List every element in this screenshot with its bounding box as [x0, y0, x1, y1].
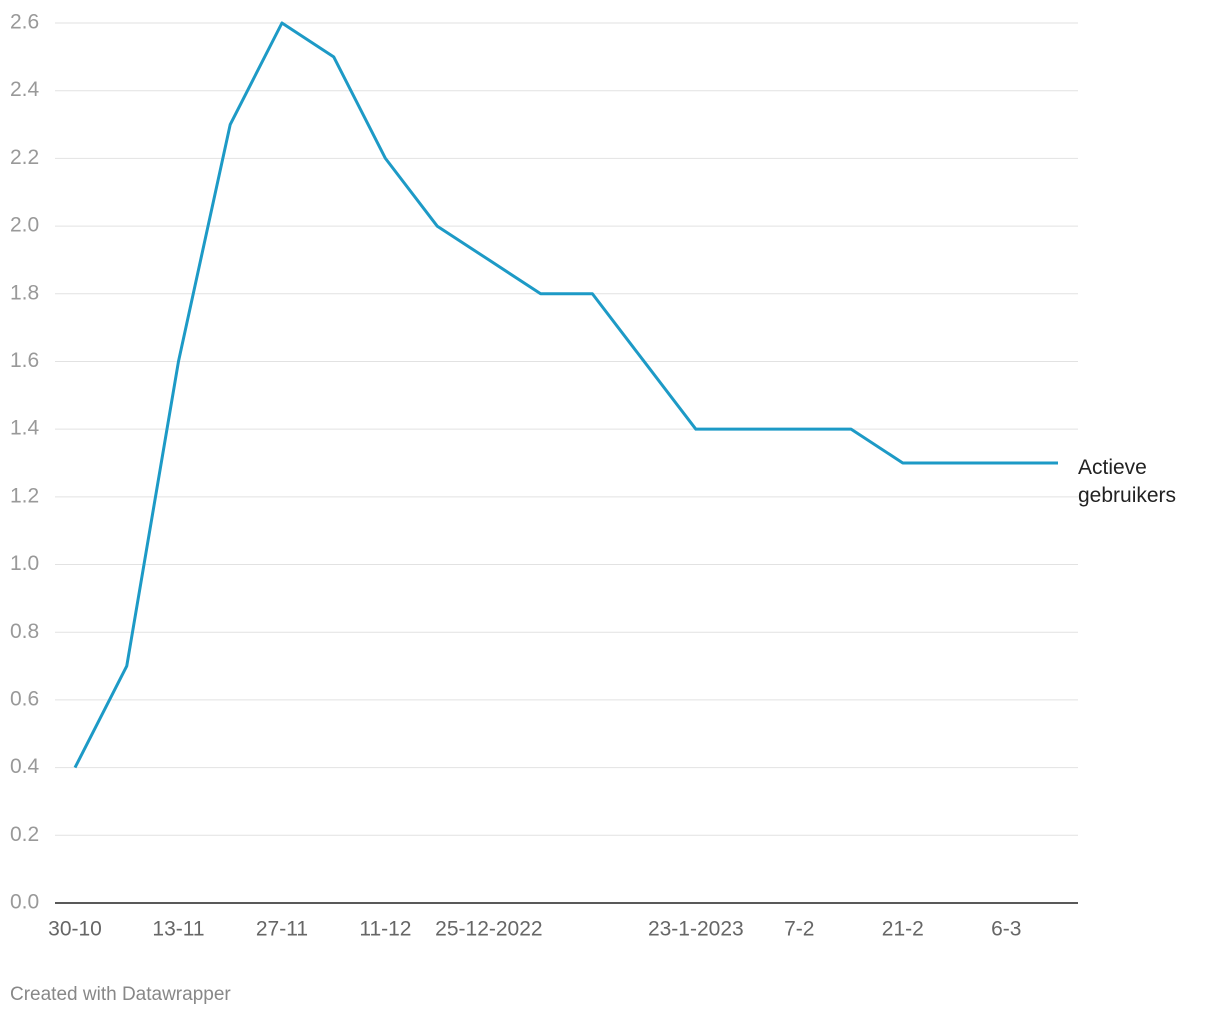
y-tick-label: 0.0: [10, 891, 39, 914]
y-tick-label: 1.4: [10, 417, 40, 440]
y-tick-label: 1.0: [10, 552, 39, 575]
y-tick-label: 1.8: [10, 281, 39, 304]
x-tick-label: 13-11: [152, 918, 204, 941]
x-tick-label: 27-11: [256, 918, 308, 941]
y-tick-label: 0.6: [10, 687, 39, 710]
x-tick-label: 23-1-2023: [648, 918, 744, 941]
footer: Created with Datawrapper: [10, 984, 231, 1005]
y-tick-label: 2.2: [10, 146, 39, 169]
y-tick-label: 2.0: [10, 214, 39, 237]
series-label: Actieve gebruikers: [1078, 456, 1177, 507]
y-tick-label: 2.4: [10, 78, 40, 101]
x-tick-label: 11-12: [359, 918, 411, 941]
y-tick-label: 0.2: [10, 823, 39, 846]
x-tick-label: 30-10: [48, 918, 102, 941]
x-tick-label: 25-12-2022: [435, 918, 542, 941]
y-tick-label: 1.6: [10, 349, 39, 372]
line: [73, 21, 1058, 769]
x-tick-label: 21-2: [882, 918, 924, 941]
y-tick-label: 0.4: [10, 755, 40, 778]
x-tick-label: 7-2: [784, 918, 814, 941]
y-tick-label: 0.8: [10, 620, 39, 643]
x-tick-label: 6-3: [991, 918, 1021, 941]
y-tick-label: 1.2: [10, 484, 39, 507]
y-tick-label: 2.6: [10, 11, 39, 34]
